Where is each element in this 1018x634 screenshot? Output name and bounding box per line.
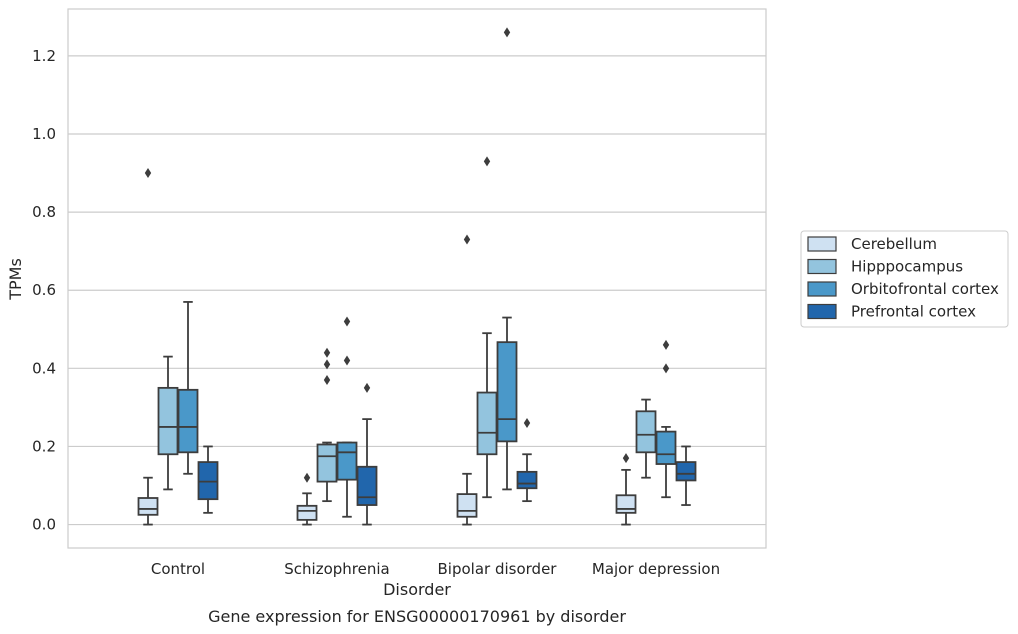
y-tick-label: 0.6: [32, 281, 56, 299]
outlier-point: [622, 453, 630, 464]
outlier-point: [523, 418, 531, 429]
box-iqr: [456, 493, 478, 518]
box-cerebellum: [137, 168, 159, 526]
legend-swatch: [807, 258, 837, 275]
x-tick-label: Major depression: [592, 560, 720, 578]
box-iqr: [655, 430, 677, 465]
outlier-point: [503, 27, 511, 38]
outlier-point: [303, 472, 311, 483]
outlier-point: [144, 168, 152, 179]
box-prefrontal-cortex: [516, 418, 538, 503]
x-tick-label: Control: [151, 560, 205, 578]
outlier-point: [323, 375, 331, 386]
box-orbitofrontal-cortex: [496, 27, 518, 491]
plot-area-frame: [67, 8, 767, 549]
legend-label: Hipppocampus: [851, 258, 963, 276]
box-cerebellum: [456, 234, 478, 526]
figure-caption: Gene expression for ENSG00000170961 by d…: [208, 607, 626, 626]
box-iqr: [197, 461, 219, 501]
outlier-point: [483, 156, 491, 167]
outlier-point: [363, 382, 371, 393]
box-hipppocampus: [476, 156, 498, 499]
y-tick-label: 1.0: [32, 125, 56, 143]
outlier-point: [463, 234, 471, 245]
box-prefrontal-cortex: [675, 445, 697, 506]
box-iqr: [476, 391, 498, 456]
x-tick-label: Schizophrenia: [284, 560, 389, 578]
legend: Cerebellum Hipppocampus Orbitofrontal cort…: [800, 230, 1009, 328]
box-hipppocampus: [316, 347, 338, 503]
box-iqr: [356, 465, 378, 506]
box-prefrontal-cortex: [197, 445, 219, 514]
box-prefrontal-cortex: [356, 382, 378, 526]
x-tick-label: Bipolar disorder: [438, 560, 558, 578]
outlier-point: [323, 359, 331, 370]
outlier-point: [662, 339, 670, 350]
box-iqr: [516, 470, 538, 490]
legend-label: Orbitofrontal cortex: [851, 280, 999, 298]
y-tick-label: 0.2: [32, 437, 56, 455]
box-orbitofrontal-cortex: [177, 301, 199, 475]
box-iqr: [635, 410, 657, 454]
box-hipppocampus: [635, 398, 657, 479]
outlier-point: [343, 355, 351, 366]
box-iqr: [496, 341, 518, 443]
box-orbitofrontal-cortex: [336, 316, 358, 518]
outlier-point: [323, 347, 331, 358]
box-iqr: [137, 497, 159, 516]
y-tick-label: 1.2: [32, 47, 56, 65]
box-iqr: [177, 388, 199, 454]
legend-swatch: [807, 303, 837, 320]
box-iqr: [296, 504, 318, 521]
box-iqr: [675, 461, 697, 482]
box-iqr: [157, 386, 179, 456]
box-plot-series: [137, 27, 697, 526]
y-tick-label: 0.8: [32, 203, 56, 221]
box-cerebellum: [296, 472, 318, 526]
box-iqr: [316, 443, 338, 483]
legend-label: Prefrontal cortex: [851, 303, 976, 321]
legend-swatch: [807, 236, 837, 252]
legend-label: Cerebellum: [851, 235, 937, 253]
outlier-point: [662, 363, 670, 374]
y-axis-title: TPMs: [6, 258, 25, 301]
box-iqr: [615, 494, 637, 514]
box-orbitofrontal-cortex: [655, 339, 677, 499]
legend-swatch: [807, 281, 837, 297]
y-axis-ticks: 0.0 0.2 0.4 0.6 0.8 1.0 1.2: [32, 47, 56, 534]
y-tick-label: 0.4: [32, 359, 56, 377]
outlier-point: [343, 316, 351, 327]
box-cerebellum: [615, 453, 637, 526]
x-axis-title: Disorder: [383, 580, 451, 599]
y-tick-label: 0.0: [32, 516, 56, 534]
box-iqr: [336, 441, 358, 481]
box-hipppocampus: [157, 355, 179, 491]
legend-frame: [800, 230, 1009, 328]
x-axis-ticks: Control Schizophrenia Bipolar disorder Majo…: [151, 560, 720, 578]
